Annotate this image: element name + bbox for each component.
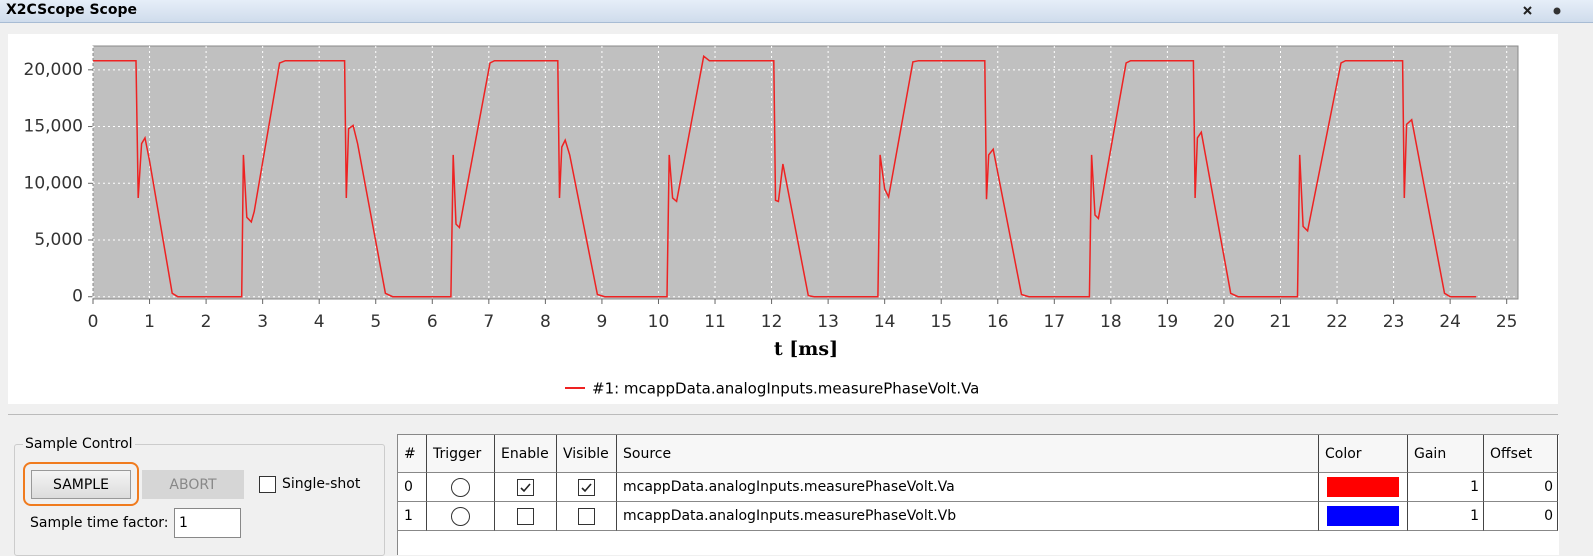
legend-label: #1: mcappData.analogInputs.measurePhaseV… [592,380,979,398]
group-title: Sample Control [23,436,135,452]
x-tick-label: 24 [1439,312,1461,332]
x-tick-label: 23 [1383,312,1405,332]
enable-cell [495,502,557,531]
visible-cell [557,502,617,531]
abort-button[interactable]: ABORT [142,470,244,499]
x-tick-label: 22 [1326,312,1348,332]
x-tick-label: 18 [1100,312,1122,332]
radio-button[interactable] [451,506,470,526]
x-tick-label: 16 [987,312,1009,332]
color-cell [1319,473,1408,502]
x-axis-label: t [ms] [774,338,838,360]
title-bar: X2CScope Scope [0,0,1593,23]
chart: t [ms] #1: mcappData.analogInputs.measur… [8,34,1558,404]
color-cell [1319,502,1408,531]
checkbox[interactable] [578,507,595,525]
checkbox[interactable] [517,507,534,525]
color-swatch[interactable] [1327,506,1399,526]
index-cell: 1 [398,502,427,531]
source-cell: mcappData.analogInputs.measurePhaseVolt.… [617,502,1319,531]
x-tick-label: 3 [257,312,268,332]
x-tick-label: 19 [1157,312,1179,332]
y-tick-label: 20,000 [24,60,83,80]
x-tick-label: 20 [1213,312,1235,332]
offset-cell: 0 [1484,502,1558,531]
column-header: Gain [1408,435,1484,473]
x-tick-label: 4 [314,312,325,332]
x-tick-label: 11 [704,312,726,332]
check-mark [581,482,592,492]
y-tick-label: 10,000 [24,173,83,193]
checkbox[interactable] [517,478,534,496]
x-tick-label: 10 [648,312,670,332]
trigger-cell [427,502,495,531]
window-title: X2CScope Scope [6,2,137,18]
sample-button[interactable]: SAMPLE [31,470,131,499]
y-tick-label: 0 [72,287,83,307]
column-header: Offset [1484,435,1558,473]
x-tick-label: 13 [817,312,839,332]
x-tick-label: 8 [540,312,551,332]
checkbox[interactable] [578,478,595,496]
x-tick-label: 17 [1043,312,1065,332]
x-tick-label: 6 [427,312,438,332]
index-cell: 0 [398,473,427,502]
check-mark [520,482,531,492]
channel-table: # Trigger Enable Visible Source Color Gain Offs… [397,434,1559,555]
menu-button[interactable] [1553,7,1561,15]
y-tick-label: 15,000 [24,117,83,137]
column-header: # [398,435,427,473]
y-tick-label: 5,000 [34,230,83,250]
close-button[interactable] [1523,6,1532,15]
x-tick-label: 5 [370,312,381,332]
x-tick-label: 9 [597,312,608,332]
radio-button[interactable] [451,477,470,497]
column-header: Trigger [427,435,495,473]
sample-button-focus [23,462,139,506]
column-header: Color [1319,435,1408,473]
time-factor-input[interactable]: 1 [174,508,241,538]
visible-cell [557,473,617,502]
color-swatch[interactable] [1327,477,1399,497]
x-tick-label: 25 [1496,312,1518,332]
single-shot-label: Single-shot [282,476,361,492]
column-header: Source [617,435,1319,473]
enable-cell [495,473,557,502]
window-buttons [1523,6,1561,15]
x-tick-label: 15 [930,312,952,332]
x-tick-label: 2 [201,312,212,332]
x-tick-label: 0 [88,312,99,332]
x-tick-label: 14 [874,312,896,332]
gain-cell: 1 [1408,502,1484,531]
plot-area [92,45,1519,300]
offset-cell: 0 [1484,473,1558,502]
x-tick-label: 7 [483,312,494,332]
x-tick-label: 12 [761,312,783,332]
x-tick-label: 21 [1270,312,1292,332]
data-line [93,54,1477,298]
x-tick-label: 1 [144,312,155,332]
trigger-cell [427,473,495,502]
time-factor-label: Sample time factor: [30,515,169,531]
separator [8,414,1558,415]
gain-cell: 1 [1408,473,1484,502]
single-shot-checkbox[interactable] [259,476,276,493]
column-header: Enable [495,435,557,473]
source-cell: mcappData.analogInputs.measurePhaseVolt.… [617,473,1319,502]
column-header: Visible [557,435,617,473]
sample-control-group: Sample Control [14,436,385,556]
